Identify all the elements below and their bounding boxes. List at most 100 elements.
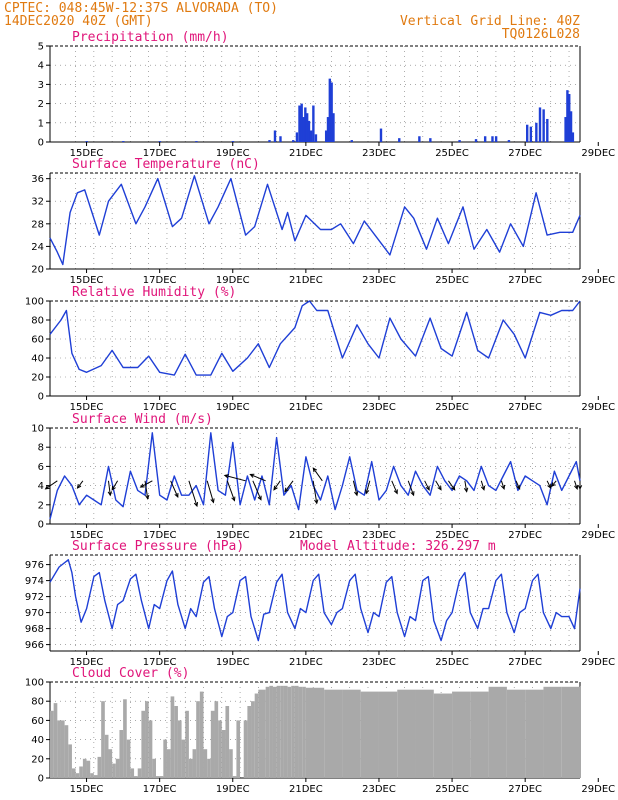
cloud-cover-column <box>86 760 91 778</box>
cloud-cover-column <box>108 749 113 778</box>
wind-vector-arrow <box>284 480 294 493</box>
temp-xtick-label: 25DEC <box>435 275 469 286</box>
precip-bar <box>324 130 328 142</box>
cloud-cover-column <box>134 776 138 778</box>
temp-ytick-label: 36 <box>31 174 44 185</box>
wind-vector-arrow <box>252 480 262 501</box>
wind-vector-arrow <box>273 480 281 491</box>
precip-xtick-label: 25DEC <box>435 148 469 159</box>
cloud-cover-column <box>82 758 87 778</box>
wind-ytick-label: 4 <box>38 481 44 492</box>
wind-xtick-label: 27DEC <box>508 530 542 541</box>
rh-xtick-label: 29DEC <box>581 402 615 413</box>
precip-bar <box>309 130 313 142</box>
press-xtick-label: 17DEC <box>143 657 177 668</box>
precip-ytick-label: 5 <box>38 42 44 53</box>
press-xtick-label: 25DEC <box>435 657 469 668</box>
wind-xtick-label: 29DEC <box>581 530 615 541</box>
cloud-cover-column <box>174 706 178 778</box>
temp-ytick-label: 32 <box>31 197 44 208</box>
precip-bar <box>350 140 353 142</box>
wind-vector-arrow <box>249 473 266 482</box>
precip-bar <box>568 94 571 142</box>
cloud-cover-column <box>324 689 343 778</box>
press-xtick-label: 29DEC <box>581 657 615 668</box>
cloud-cover-column <box>93 775 98 778</box>
precip-bar <box>535 122 538 142</box>
wind-vector-arrow <box>111 480 119 491</box>
cloud-cover-column <box>57 720 61 778</box>
precip-bar <box>122 141 125 142</box>
precip-bar <box>298 105 301 142</box>
cloud-cover-column <box>452 691 471 778</box>
precip-bar <box>300 103 303 142</box>
precip-bar <box>474 139 478 142</box>
precip-bar <box>268 140 271 142</box>
cloud-cover-column <box>342 689 361 778</box>
temp-xtick-label: 29DEC <box>581 275 615 286</box>
wind-vector-arrow <box>170 480 179 499</box>
wind-vector-arrow <box>226 480 236 502</box>
cloud-cover-column <box>199 691 204 778</box>
cloud-cover-column <box>126 739 131 778</box>
cloud-cover-column <box>159 776 164 778</box>
cloud-cover-column <box>156 776 160 778</box>
header-station: CPTEC: 048:45W-12:37S ALVORADA (TO) <box>4 1 278 16</box>
cloud-cover-column <box>506 689 526 778</box>
wind-vector-arrow <box>107 480 113 497</box>
precip-bar <box>302 117 305 142</box>
cloud-cover-column <box>254 693 259 778</box>
wind-vector-arrow <box>424 480 430 491</box>
header-model-code: TQ0126L028 <box>502 27 580 42</box>
precip-ytick-label: 4 <box>38 61 44 72</box>
precip-bar <box>330 82 333 142</box>
wind-vector-arrow <box>188 480 199 508</box>
cloud-cover-column <box>53 703 58 778</box>
rh-xtick-label: 21DEC <box>289 402 323 413</box>
cloud-cover-column <box>210 710 215 778</box>
wind-vector-arrow <box>352 480 359 497</box>
precip-bar <box>326 117 330 142</box>
press-ytick-label: 966 <box>25 640 44 651</box>
rh-ytick-label: 100 <box>25 297 44 308</box>
press-xtick-label: 21DEC <box>289 657 323 668</box>
cloud-cover-column <box>525 689 544 778</box>
cloud-cover-column <box>148 720 153 778</box>
press-xtick-label: 23DEC <box>362 657 396 668</box>
temp-xtick-label: 27DEC <box>508 275 542 286</box>
cloud-cover-column <box>543 686 562 778</box>
cloud-cover-column <box>97 756 102 778</box>
wind-xtick-label: 17DEC <box>143 530 177 541</box>
precip-xtick-label: 29DEC <box>581 148 615 159</box>
cloud-cover-title: Cloud Cover (%) <box>72 666 189 681</box>
cloud-cover-column <box>181 739 186 778</box>
rh-xtick-label: 17DEC <box>143 402 177 413</box>
wind-vector-arrow <box>407 480 415 497</box>
precip-bar <box>538 107 542 142</box>
wind-ytick-label: 8 <box>38 443 44 454</box>
wind-vector-arrow <box>391 480 398 495</box>
precip-xtick-label: 15DEC <box>70 148 104 159</box>
precip-bar <box>569 111 573 142</box>
precip-bar <box>314 134 318 142</box>
temp-ytick-label: 28 <box>31 219 44 230</box>
precip-bar <box>529 126 533 142</box>
cloud-cover-column <box>269 685 273 778</box>
rh-xtick-label: 25DEC <box>435 402 469 413</box>
cloud-cover-column <box>561 686 580 778</box>
cloud-cover-column <box>397 689 416 778</box>
panel-surface-pressure: Surface Pressure (hPa) Model Altitude: 3… <box>25 539 615 668</box>
wind-vector-arrow <box>480 480 486 491</box>
header-run-time: 14DEC2020 40Z (GMT) <box>4 14 153 29</box>
panel-relative-humidity: Relative Humidity (%) 0 20 40 60 80 100 15DEC 1… <box>25 285 615 413</box>
wind-vector-arrow <box>515 480 521 490</box>
precip-xtick-label: 19DEC <box>216 148 250 159</box>
rh-xtick-label: 23DEC <box>362 402 396 413</box>
cloud-cover-column <box>243 720 248 778</box>
wind-xtick-label: 25DEC <box>435 530 469 541</box>
wind-vector-arrow <box>435 480 442 491</box>
wind-series-line <box>49 432 581 520</box>
cloud-cover-column <box>302 686 306 778</box>
wind-vector-arrow <box>463 480 469 493</box>
cloud-cover-column <box>188 758 193 778</box>
